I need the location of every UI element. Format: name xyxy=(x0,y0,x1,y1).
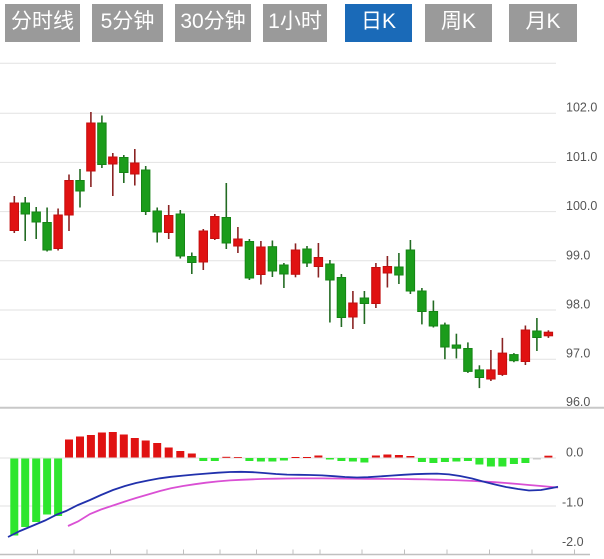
svg-text:99.0: 99.0 xyxy=(566,248,590,262)
svg-text:98.0: 98.0 xyxy=(566,298,590,312)
svg-text:0.0: 0.0 xyxy=(566,446,583,460)
svg-text:100.0: 100.0 xyxy=(566,199,597,213)
svg-text:96.0: 96.0 xyxy=(566,395,590,409)
svg-text:-1.0: -1.0 xyxy=(562,496,584,510)
svg-text:101.0: 101.0 xyxy=(566,150,597,164)
svg-text:102.0: 102.0 xyxy=(566,101,597,115)
svg-text:-2.0: -2.0 xyxy=(562,535,584,549)
svg-text:97.0: 97.0 xyxy=(566,347,590,361)
